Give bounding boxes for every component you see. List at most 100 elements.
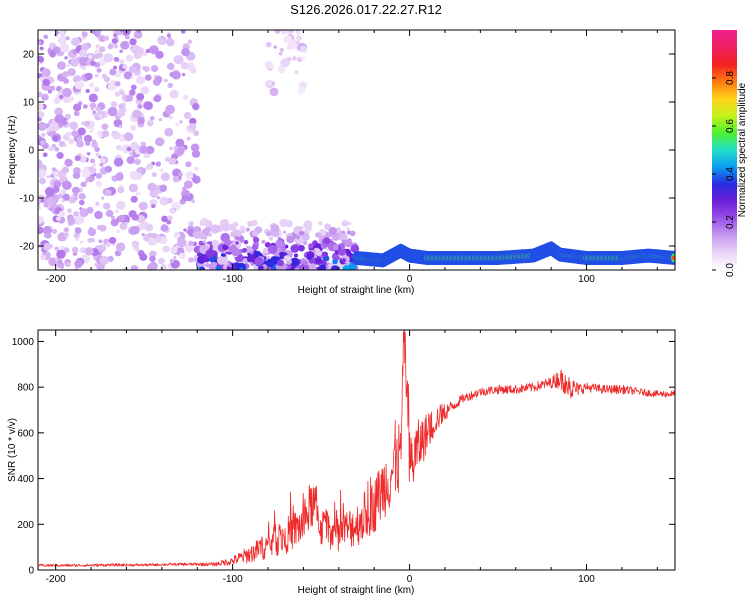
heatmap-cell (120, 40, 130, 50)
heatmap-cell (173, 232, 181, 239)
heatmap-cell (146, 120, 154, 127)
heatmap-cell (41, 68, 51, 77)
heatmap-cell (293, 253, 299, 258)
figure-title: S126.2026.017.22.27.R12 (290, 2, 442, 17)
heatmap-cell (118, 124, 123, 129)
heatmap-cell (71, 246, 79, 254)
heatmap-cell (118, 147, 122, 151)
heatmap-cell (183, 94, 189, 101)
heatmap-cell (125, 54, 134, 62)
heatmap-cell (91, 162, 97, 167)
heatmap-cell (315, 250, 322, 256)
heatmap-cell (79, 247, 87, 254)
heatmap-cell (151, 172, 157, 178)
heatmap-cell (185, 161, 192, 168)
heatmap-cell (54, 146, 60, 152)
heatmap-cell (191, 199, 196, 204)
heatmap-cell (85, 141, 91, 146)
heatmap-cell (130, 76, 134, 80)
heatmap-cell (199, 266, 206, 270)
heatmap-cell (308, 243, 314, 249)
heatmap-cell (38, 121, 47, 131)
heatmap-cell (158, 118, 163, 122)
heatmap-cell (99, 162, 104, 167)
heatmap-cell (76, 140, 84, 148)
heatmap-cell (178, 172, 183, 177)
heatmap-cell (43, 34, 49, 40)
heatmap-cell (68, 138, 75, 145)
y-tick-label: 10 (23, 98, 35, 109)
heatmap-cell (251, 231, 257, 237)
heatmap-cell (160, 264, 167, 270)
heatmap-cell (114, 81, 121, 87)
heatmap-cell (73, 110, 80, 117)
heatmap-cell (74, 259, 83, 268)
heatmap-cell (187, 39, 193, 44)
heatmap-cell (72, 171, 81, 179)
heatmap-cell (302, 260, 308, 266)
heatmap-cell (62, 180, 72, 190)
heatmap-cell (79, 208, 89, 218)
heatmap-cell (90, 60, 96, 67)
heatmap-cell (98, 239, 103, 244)
heatmap-cell (48, 130, 53, 134)
heatmap-cell (137, 116, 145, 125)
heatmap-cell (141, 51, 147, 57)
heatmap-cell (58, 210, 66, 218)
heatmap-cell (160, 172, 170, 182)
heatmap-cell (303, 220, 313, 229)
heatmap-cell (198, 240, 204, 246)
heatmap-cell (123, 132, 134, 142)
heatmap-cell (165, 104, 176, 115)
heatmap-cell (45, 232, 52, 239)
heatmap-cell (51, 143, 57, 148)
heatmap-cell (192, 103, 200, 111)
heatmap-cell (52, 46, 61, 54)
heatmap-cell (296, 35, 302, 41)
heatmap-cell (61, 166, 70, 174)
heatmap-cell (114, 250, 122, 257)
heatmap-cell (62, 71, 69, 78)
heatmap-cell (68, 196, 76, 204)
heatmap-cell (183, 111, 192, 120)
heatmap-cell (183, 228, 187, 232)
x-tick-label: -100 (223, 274, 243, 285)
heatmap-cell (277, 237, 282, 241)
heatmap-cell (74, 80, 85, 90)
heatmap-cell (341, 239, 347, 244)
heatmap-cell (231, 247, 241, 257)
heatmap-cell (78, 49, 88, 57)
heatmap-cell (236, 262, 246, 270)
heatmap-cell (252, 236, 260, 243)
heatmap-cell (280, 58, 290, 68)
heatmap-cell (170, 157, 177, 164)
heatmap-cell (38, 111, 45, 118)
heatmap-cell (115, 172, 124, 181)
heatmap-cell (286, 235, 295, 244)
heatmap-cell (227, 224, 235, 231)
heatmap-cell (348, 258, 354, 263)
colorbar-ticks: 0.0 0.2 0.4 0.6 0.8 (712, 71, 736, 277)
heatmap-cell (41, 93, 49, 101)
heatmap-cell (188, 221, 194, 227)
heatmap-cell (110, 101, 118, 108)
heatmap-cell (176, 147, 185, 156)
heatmap-cell (59, 43, 69, 53)
heatmap-cell (239, 267, 244, 270)
heatmap-cell (175, 138, 185, 147)
heatmap-cell (54, 246, 60, 252)
heatmap-cell (73, 103, 82, 112)
heatmap-cell (184, 243, 194, 253)
heatmap-cell (204, 226, 211, 233)
heatmap-cell (270, 224, 280, 233)
heatmap-cell (252, 244, 259, 251)
heatmap-cell (107, 44, 114, 50)
heatmap-cell (41, 132, 46, 137)
heatmap-cell (117, 186, 125, 194)
heatmap-cell (63, 78, 69, 84)
heatmap-cell (166, 62, 175, 70)
heatmap-cell (143, 66, 150, 72)
heatmap-cell (186, 136, 191, 141)
snr-series-line (38, 330, 675, 568)
heatmap-cell (348, 222, 352, 225)
